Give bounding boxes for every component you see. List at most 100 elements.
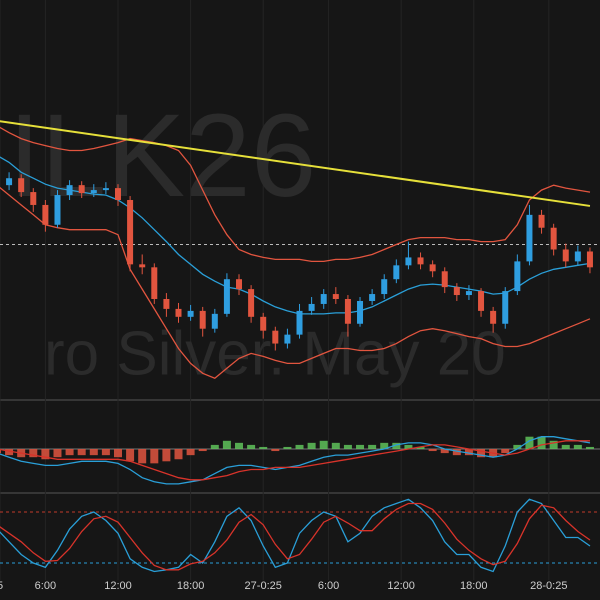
- histogram-bar: [113, 449, 122, 458]
- histogram-bar: [368, 444, 377, 449]
- candle-body: [223, 279, 230, 314]
- candle-body: [42, 204, 49, 225]
- histogram-bar: [210, 444, 219, 449]
- x-tick-label: 6:00: [35, 580, 56, 592]
- x-tick-label: 18:00: [460, 580, 488, 592]
- candle-body: [272, 330, 279, 344]
- histogram-bar: [501, 449, 510, 454]
- candle-body: [284, 334, 291, 344]
- candle-body: [308, 303, 315, 311]
- histogram-bar: [259, 446, 268, 449]
- candle-body: [163, 299, 170, 309]
- x-tick-label: 6:00: [318, 580, 339, 592]
- x-tick-label: 12:00: [387, 580, 415, 592]
- histogram-bar: [295, 444, 304, 449]
- candle-body: [151, 267, 158, 299]
- stochastic-line: [0, 498, 591, 573]
- x-tick-label: 28-0:25: [530, 580, 567, 592]
- candle-body: [490, 310, 497, 324]
- x-tick-label: 18:00: [177, 580, 205, 592]
- x-tick-label: 27-0:25: [245, 580, 282, 592]
- histogram-bar: [222, 440, 231, 449]
- candle-body: [30, 192, 37, 205]
- histogram-bar: [138, 449, 147, 464]
- histogram-bar: [235, 442, 244, 449]
- x-tick-label: 5: [0, 580, 3, 592]
- candle-body: [90, 190, 97, 194]
- histogram-bar: [283, 446, 292, 449]
- candle-body: [320, 294, 327, 304]
- histogram-bar: [573, 444, 582, 449]
- histogram-bar: [319, 440, 328, 449]
- candle-body: [54, 195, 61, 225]
- candle-body: [187, 310, 194, 317]
- candle-body: [6, 178, 13, 186]
- histogram-bar: [585, 446, 594, 449]
- candle-body: [538, 214, 545, 228]
- candle-body: [550, 227, 557, 250]
- histogram-bar: [416, 446, 425, 449]
- histogram-bar: [65, 449, 74, 456]
- histogram-bar: [440, 449, 449, 454]
- histogram-bar: [307, 442, 316, 449]
- candle-body: [574, 251, 581, 262]
- candle-body: [332, 294, 339, 299]
- candle-body: [526, 214, 533, 262]
- candle-body: [127, 200, 134, 265]
- histogram-bar: [174, 449, 183, 460]
- candle-body: [453, 287, 460, 296]
- candle-body: [102, 188, 109, 191]
- candle-body: [586, 251, 593, 268]
- candle-body: [66, 185, 73, 196]
- candle-body: [393, 265, 400, 280]
- candle-body: [502, 291, 509, 324]
- histogram-bar: [186, 449, 195, 456]
- candle-body: [465, 291, 472, 296]
- macd-line: [0, 440, 590, 481]
- histogram-bar: [77, 449, 86, 456]
- candle-body: [369, 294, 376, 301]
- histogram-bar: [41, 449, 50, 460]
- histogram-bar: [101, 449, 110, 456]
- histogram-bar: [452, 449, 461, 456]
- candle-body: [175, 308, 182, 317]
- histogram-bar: [537, 436, 546, 449]
- candle-body: [18, 178, 25, 193]
- histogram-bar: [198, 449, 207, 452]
- histogram-bar: [162, 449, 171, 462]
- histogram-bar: [150, 449, 159, 464]
- candle-body: [357, 300, 364, 324]
- candle-body: [78, 185, 85, 194]
- bollinger-band: [0, 126, 591, 263]
- histogram-bar: [5, 449, 14, 456]
- histogram-bar: [331, 442, 340, 449]
- histogram-bar: [89, 449, 98, 456]
- histogram-bar: [271, 449, 280, 452]
- macd-line: [0, 436, 591, 485]
- candle-body: [260, 316, 267, 331]
- candle-body: [478, 291, 485, 311]
- bollinger-band: [0, 186, 591, 379]
- candle-body: [405, 257, 412, 266]
- candle-body: [296, 310, 303, 335]
- candle-body: [429, 264, 436, 272]
- trend-line: [0, 120, 591, 207]
- moving-average: [0, 156, 591, 315]
- histogram-bar: [0, 449, 1, 454]
- candle-body: [114, 188, 121, 200]
- histogram-bar: [356, 444, 365, 449]
- histogram-bar: [247, 444, 256, 449]
- histogram-bar: [428, 449, 437, 452]
- histogram-bar: [513, 444, 522, 449]
- candle-body: [139, 264, 146, 268]
- candle-body: [211, 313, 218, 329]
- histogram-bar: [404, 444, 413, 449]
- candle-body: [248, 289, 255, 317]
- histogram-bar: [477, 449, 486, 458]
- candle-body: [441, 271, 448, 288]
- histogram-bar: [343, 444, 352, 449]
- candle-body: [514, 261, 521, 292]
- x-tick-label: 12:00: [104, 580, 132, 592]
